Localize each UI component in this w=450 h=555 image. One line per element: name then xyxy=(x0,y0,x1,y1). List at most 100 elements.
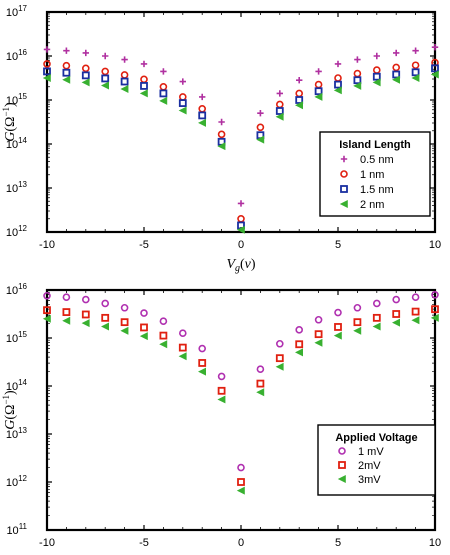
data-point xyxy=(275,354,284,363)
data-point xyxy=(101,81,109,90)
legend-entry-label: 3mV xyxy=(358,474,381,486)
data-point xyxy=(295,101,303,110)
data-point xyxy=(431,64,439,73)
legend-entry-label: 0.5 nm xyxy=(360,154,394,166)
data-point xyxy=(198,367,206,376)
data-point xyxy=(392,295,401,304)
data-point xyxy=(81,71,90,80)
data-point xyxy=(62,308,71,316)
data-point xyxy=(295,340,304,349)
data-point xyxy=(392,310,401,318)
data-point xyxy=(276,90,283,97)
data-point xyxy=(178,99,187,107)
y-tick-label: 1016 xyxy=(6,48,28,63)
data-point xyxy=(101,322,109,331)
data-point xyxy=(411,307,420,316)
legend-title: Applied Voltage xyxy=(335,432,417,444)
y-tick-label: 1015 xyxy=(6,92,28,107)
data-point xyxy=(275,107,284,115)
series-2mV xyxy=(43,305,439,486)
data-point xyxy=(43,306,51,315)
data-point xyxy=(140,323,148,332)
series-1.5-nm xyxy=(43,64,439,230)
data-point xyxy=(179,78,186,85)
legend-entry-label: 2 nm xyxy=(360,199,384,211)
data-point xyxy=(120,318,129,327)
chart-panel-2: -10-50510101110121013101410151016G(Ω−1)V… xyxy=(1,282,441,549)
data-point xyxy=(101,67,109,76)
data-point xyxy=(275,339,284,348)
data-point xyxy=(314,315,323,324)
data-point xyxy=(217,130,226,139)
data-point xyxy=(82,295,90,304)
data-point xyxy=(372,78,381,87)
data-point xyxy=(256,379,265,388)
data-point xyxy=(314,87,323,96)
data-point xyxy=(42,314,51,323)
data-point xyxy=(430,70,439,79)
data-point xyxy=(120,85,129,93)
data-point xyxy=(393,49,400,57)
data-point xyxy=(411,68,420,77)
x-tick-label: 0 xyxy=(238,537,244,549)
data-point xyxy=(120,77,129,86)
data-point xyxy=(333,86,342,95)
data-point xyxy=(81,319,90,328)
data-point xyxy=(82,64,90,73)
legend-entry-label: 1 nm xyxy=(360,169,384,181)
data-point xyxy=(373,52,380,60)
chart-panel-1: -10 -5 0 5 10 1012 1013 1014 1015 1016 1017 G(Ω−1) V… xyxy=(1,4,441,274)
data-point xyxy=(372,313,381,322)
data-point xyxy=(353,76,362,85)
data-point xyxy=(159,331,168,340)
data-point xyxy=(295,96,304,104)
data-point xyxy=(372,299,381,308)
y-tick-label: 1013 xyxy=(6,426,28,441)
data-point xyxy=(63,47,70,54)
series-1-nm xyxy=(43,58,439,223)
data-point xyxy=(256,388,265,397)
data-point xyxy=(353,318,362,327)
legend xyxy=(319,131,431,217)
data-point xyxy=(140,309,148,317)
data-point xyxy=(218,118,225,126)
data-point xyxy=(275,362,284,371)
data-point xyxy=(431,290,439,299)
y-tick-label: 1011 xyxy=(6,522,27,537)
series-2-nm xyxy=(42,70,439,234)
data-point xyxy=(353,326,362,335)
data-point xyxy=(353,81,362,90)
data-point xyxy=(140,60,148,68)
data-point xyxy=(178,106,187,115)
data-point xyxy=(43,60,51,68)
data-point xyxy=(257,110,264,117)
data-point xyxy=(62,61,71,70)
data-point xyxy=(140,82,148,90)
x-tick-label: -10 xyxy=(39,537,55,549)
data-point xyxy=(101,313,110,322)
data-point xyxy=(199,93,206,101)
data-point xyxy=(139,332,148,341)
data-point xyxy=(237,478,245,486)
legend-marker xyxy=(337,475,346,483)
data-point xyxy=(120,326,129,335)
data-point xyxy=(295,326,304,334)
data-point xyxy=(139,89,148,98)
data-point xyxy=(411,316,420,325)
legend-entry-label: 2mV xyxy=(358,460,381,472)
data-point xyxy=(159,317,168,326)
legend-marker xyxy=(339,200,348,208)
data-point xyxy=(314,92,323,101)
y-axis-label: G(Ω−1) xyxy=(1,102,18,142)
data-point xyxy=(314,330,323,339)
data-point xyxy=(353,303,362,312)
x-tick-label: 0 xyxy=(238,239,244,251)
legend xyxy=(317,424,436,496)
data-point xyxy=(101,299,109,308)
data-point xyxy=(237,463,245,472)
legend-title: Island Length xyxy=(339,139,411,151)
series-1-mV xyxy=(43,290,439,472)
y-tick-label: 1016 xyxy=(6,282,28,297)
data-point xyxy=(217,372,226,381)
